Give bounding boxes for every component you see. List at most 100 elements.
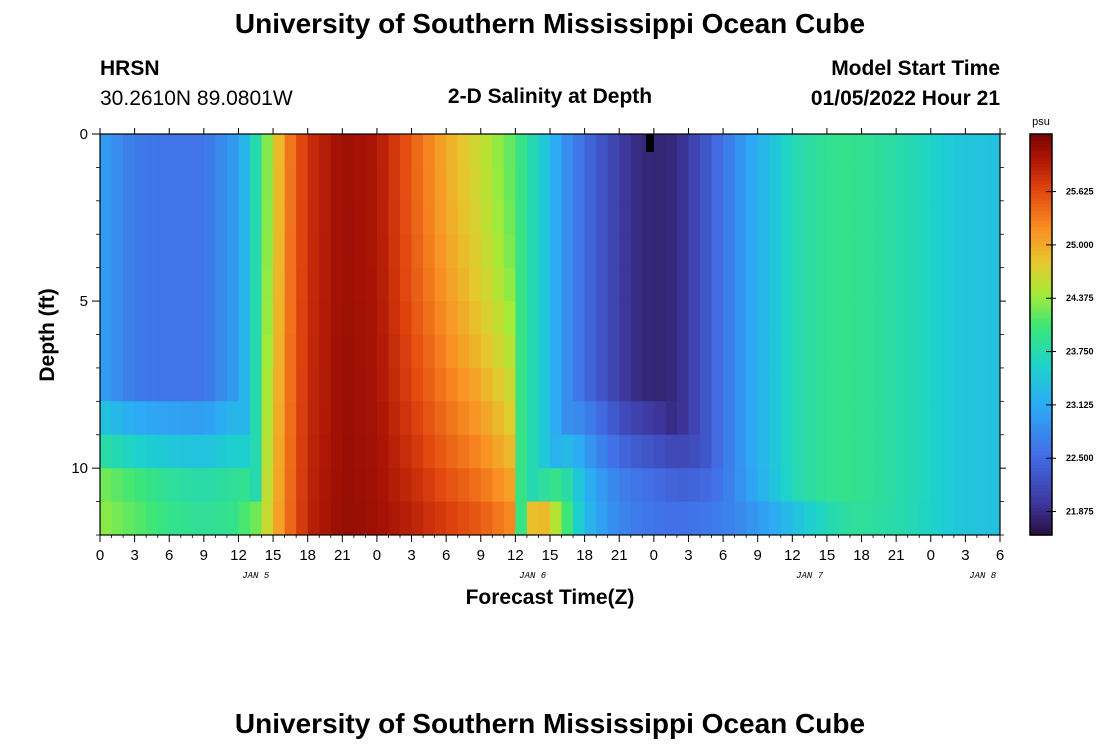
heatmap-cell [100,234,113,269]
colorbar-segment [1030,281,1052,285]
heatmap-cell [111,434,124,469]
heatmap-cell [757,334,770,369]
heatmap-cell [353,200,366,235]
heatmap-cell [653,367,666,402]
heatmap-cell [307,234,320,269]
heatmap-cell [503,334,516,369]
heatmap-cell [584,501,597,535]
x-tick-label: 18 [576,547,593,564]
heatmap-cell [330,167,343,202]
colorbar-segment [1030,498,1052,503]
heatmap-cell [411,501,424,535]
heatmap-cell [838,267,851,302]
heatmap-cell [434,234,447,269]
x-tick-label: 0 [96,547,104,564]
heatmap-cell [700,200,713,235]
heatmap-cell [134,301,147,336]
heatmap-cell [250,468,263,503]
heatmap-cell [550,367,563,402]
heatmap-cell [826,434,840,469]
heatmap-cell [169,167,182,202]
heatmap-cell [226,267,240,302]
heatmap-cell [434,301,447,336]
heatmap-cell [469,200,482,235]
colorbar-segment [1030,250,1052,255]
heatmap-cell [896,134,909,169]
x-tick-label: 3 [130,547,138,564]
heatmap-cell [596,167,609,202]
colorbar-tick-label: 23.750 [1066,347,1094,357]
heatmap-cell [296,334,309,369]
heatmap-cell [953,301,966,336]
heatmap-cell [861,234,874,269]
heatmap-cell [619,267,632,302]
heatmap-cell [803,167,816,202]
heatmap-cell [953,267,966,302]
heatmap-cell [492,434,505,469]
heatmap-cell [676,267,690,302]
heatmap-cell [561,468,574,503]
heatmap-cell [480,401,493,436]
heatmap-cell [365,200,378,235]
heatmap-cell [873,434,886,469]
heatmap-cell [561,501,574,535]
colorbar-segment [1030,284,1052,289]
heatmap-cell [146,167,159,202]
heatmap-cell [365,334,378,369]
heatmap-cell [446,334,459,369]
colorbar-segment [1030,464,1052,469]
heatmap-cell [896,434,909,469]
heatmap-cell [642,468,655,503]
heatmap-cell [480,167,493,202]
heatmap-cell [169,501,182,535]
heatmap-cell [284,501,297,535]
heatmap-cell [642,367,655,402]
heatmap-cell [734,267,747,302]
heatmap-cell [596,200,609,235]
heatmap-cell [561,267,574,302]
heatmap-cell [215,434,228,469]
heatmap-cell [388,501,401,535]
heatmap-cell [642,401,655,436]
heatmap-cell [884,134,897,169]
colorbar-segment [1030,140,1052,145]
heatmap-cell [584,167,597,202]
heatmap-cell [930,468,943,503]
heatmap-cell [815,501,828,535]
heatmap-cell [134,367,147,402]
heatmap-cell [526,301,540,336]
heatmap-cell [400,134,413,169]
heatmap-cell [734,401,747,436]
heatmap-cell [538,301,551,336]
colorbar-segment [1030,177,1052,182]
heatmap-cell [250,401,263,436]
heatmap-cell [953,501,966,535]
heatmap-cell [815,134,828,169]
heatmap-cell [653,301,666,336]
colorbar-segment [1030,444,1052,449]
heatmap-cell [803,367,816,402]
heatmap-cell [123,434,136,469]
heatmap-cell [411,267,424,302]
heatmap-cell [353,401,366,436]
heatmap-cell [734,468,747,503]
heatmap-cell [238,468,251,503]
heatmap-cell [711,468,724,503]
heatmap-cell [434,468,447,503]
heatmap-cell [411,134,424,169]
heatmap-cell [226,200,240,235]
heatmap-cell [861,167,874,202]
heatmap-cell [896,167,909,202]
heatmap-cell [826,200,840,235]
heatmap-cell [146,367,159,402]
heatmap-cell [376,234,390,269]
heatmap-cell [238,334,251,369]
heatmap-cell [180,301,193,336]
heatmap-cell [907,468,920,503]
heatmap-cell [884,468,897,503]
heatmap-cell [676,167,690,202]
heatmap-cell [423,468,436,503]
heatmap-cell [515,234,528,269]
heatmap-cell [746,367,759,402]
heatmap-cell [226,334,240,369]
